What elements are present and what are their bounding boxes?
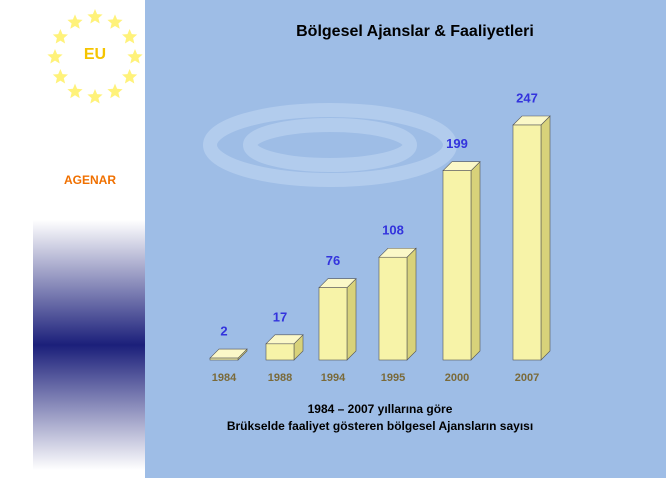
bar [513, 125, 541, 360]
sidebar-label: AGENAR [64, 173, 116, 187]
chart-title: Bölgesel Ajanslar & Faaliyetleri [296, 23, 534, 40]
x-tick-label: 1994 [321, 372, 346, 384]
value-label: 247 [516, 90, 538, 105]
bar [379, 257, 407, 360]
sidebar-band [33, 220, 145, 470]
bar [210, 358, 238, 360]
bar [443, 171, 471, 360]
x-tick-label: 1988 [268, 372, 292, 384]
value-label: 199 [446, 136, 468, 151]
caption-line: 1984 – 2007 yıllarına göre [308, 402, 453, 416]
x-tick-label: 2000 [445, 372, 469, 384]
bar-side [347, 279, 356, 360]
x-tick-label: 1984 [212, 372, 237, 384]
bar [266, 344, 294, 360]
value-label: 17 [273, 309, 287, 324]
value-label: 2 [220, 324, 227, 339]
bar-side [407, 248, 416, 360]
slide: EU AGENAR Bölgesel Ajanslar & Faaliyetle… [0, 0, 666, 478]
bar [319, 288, 347, 360]
bar-side [471, 162, 480, 360]
value-label: 108 [382, 223, 404, 238]
caption-line: Brükselde faaliyet gösteren bölgesel Aja… [227, 419, 533, 433]
value-label: 76 [326, 253, 340, 268]
bar-side [541, 116, 550, 360]
logo-text: EU [84, 46, 106, 63]
x-tick-label: 1995 [381, 372, 405, 384]
x-tick-label: 2007 [515, 372, 539, 384]
